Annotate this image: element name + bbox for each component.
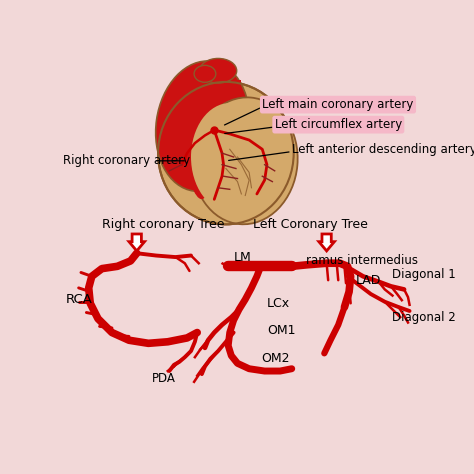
- Text: Diagonal 2: Diagonal 2: [392, 310, 456, 324]
- Ellipse shape: [183, 92, 211, 199]
- Ellipse shape: [194, 65, 216, 82]
- Ellipse shape: [193, 97, 298, 224]
- Text: PDA: PDA: [152, 372, 176, 385]
- Text: LAD: LAD: [356, 273, 381, 287]
- Text: Left circumflex artery: Left circumflex artery: [275, 118, 402, 131]
- FancyArrow shape: [129, 234, 145, 251]
- Text: Diagonal 1: Diagonal 1: [392, 267, 456, 281]
- Bar: [199, 80, 241, 107]
- Ellipse shape: [155, 61, 250, 191]
- Ellipse shape: [200, 58, 237, 83]
- Text: LM: LM: [234, 251, 251, 264]
- Text: OM1: OM1: [267, 324, 295, 337]
- Text: Left Coronary Tree: Left Coronary Tree: [253, 218, 368, 231]
- Text: ramus intermedius: ramus intermedius: [306, 255, 418, 267]
- Text: Left anterior descending artery: Left anterior descending artery: [292, 143, 474, 156]
- Ellipse shape: [158, 82, 294, 224]
- FancyArrow shape: [319, 234, 334, 251]
- Text: Left main coronary artery: Left main coronary artery: [262, 98, 414, 111]
- Text: Right coronary Tree: Right coronary Tree: [102, 218, 224, 231]
- Text: Right coronary artery: Right coronary artery: [63, 155, 190, 167]
- Text: LCx: LCx: [267, 297, 290, 310]
- Ellipse shape: [191, 103, 268, 211]
- Text: RCA: RCA: [65, 293, 92, 306]
- Text: OM2: OM2: [261, 352, 289, 365]
